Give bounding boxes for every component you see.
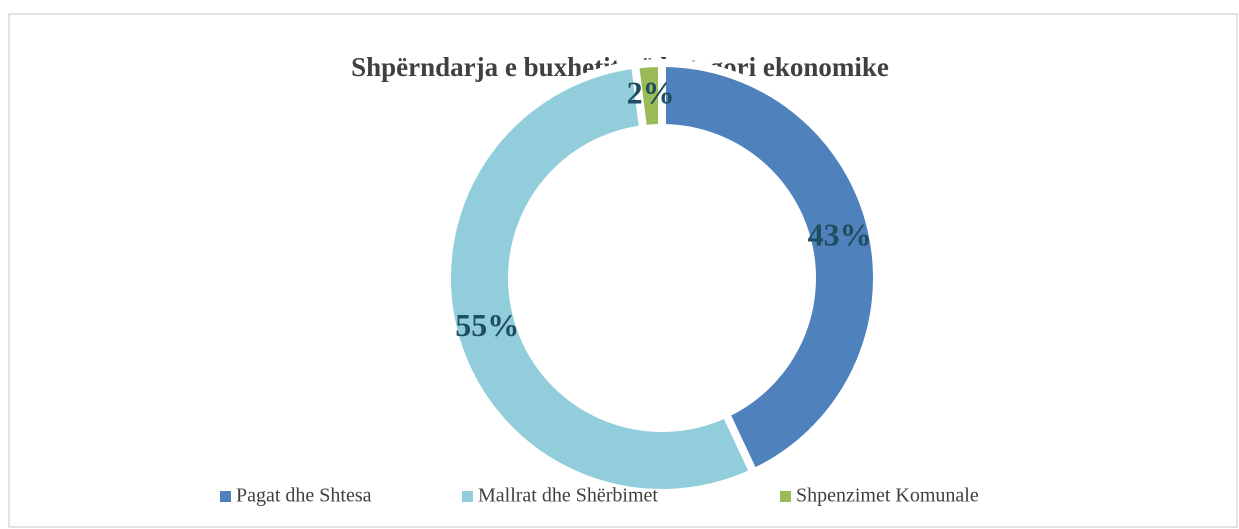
value-label: 43%	[808, 217, 872, 253]
legend-label: Mallrat dhe Shërbimet	[478, 485, 658, 507]
legend-label: Shpenzimet Komunale	[796, 485, 979, 507]
legend-swatch	[462, 491, 473, 502]
legend-swatch	[780, 491, 791, 502]
donut-segment	[630, 58, 666, 134]
value-label: 55%	[455, 307, 519, 343]
donut-segment	[443, 60, 759, 497]
legend-label: Pagat dhe Shtesa	[236, 485, 372, 507]
donut-segment	[658, 58, 881, 478]
legend-swatch	[220, 491, 231, 502]
value-label: 2%	[627, 75, 675, 111]
